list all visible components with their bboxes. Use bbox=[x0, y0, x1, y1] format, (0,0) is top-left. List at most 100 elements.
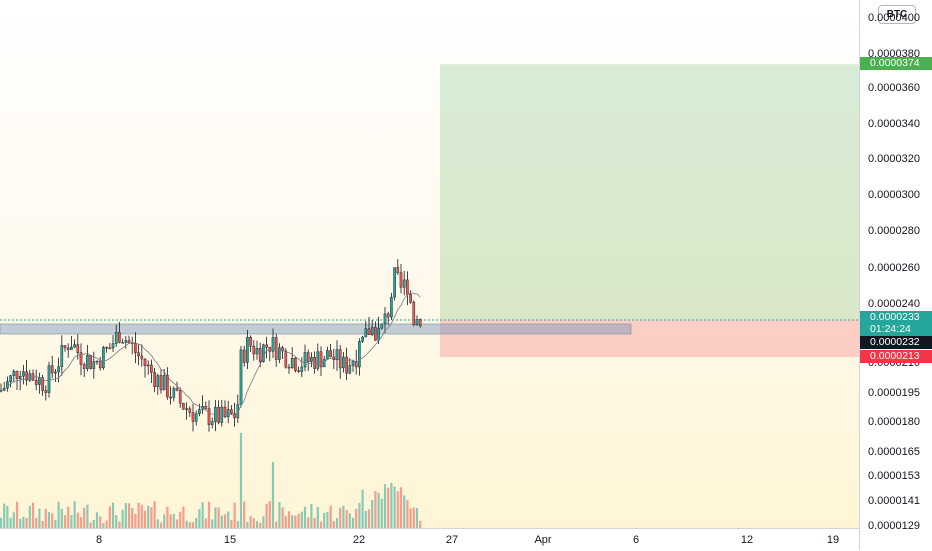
volume-bar bbox=[131, 508, 134, 528]
candle-body bbox=[63, 345, 67, 349]
candle-body bbox=[169, 396, 172, 399]
volume-bar bbox=[115, 515, 118, 528]
candle-body bbox=[44, 390, 48, 393]
candle-body bbox=[262, 344, 265, 362]
volume-bar bbox=[207, 501, 211, 528]
candle-body bbox=[22, 371, 25, 377]
candle-body bbox=[290, 358, 294, 368]
candle-body bbox=[300, 366, 304, 372]
candle-body bbox=[54, 371, 57, 374]
candle-body bbox=[319, 351, 323, 368]
candle-body bbox=[121, 342, 124, 344]
volume-bar bbox=[179, 511, 182, 528]
volume-bar bbox=[223, 514, 227, 528]
volume-bar bbox=[278, 502, 281, 528]
candle-body bbox=[41, 377, 44, 391]
volume-bar bbox=[396, 491, 399, 528]
candle-body bbox=[108, 347, 112, 350]
candle-body bbox=[140, 355, 144, 360]
candle-body bbox=[367, 328, 371, 336]
volume-bar bbox=[316, 506, 319, 528]
candle-body bbox=[9, 375, 12, 382]
candle-body bbox=[306, 352, 310, 362]
candle-body bbox=[18, 376, 22, 379]
volume-bar bbox=[355, 508, 358, 528]
candle-body bbox=[188, 408, 192, 413]
time-tick-label: 22 bbox=[352, 534, 366, 546]
candle-body bbox=[127, 340, 131, 343]
countdown-label: 01:24:24 bbox=[860, 323, 932, 336]
price-axis[interactable]: BTC 0.0000400 0.0000380 0.0000360 0.0000340… bbox=[859, 0, 932, 550]
volume-bar bbox=[188, 522, 191, 528]
volume-bar bbox=[323, 513, 326, 528]
candle-body bbox=[220, 406, 224, 423]
volume-bar bbox=[361, 489, 364, 528]
candle-body bbox=[374, 327, 377, 341]
target-price-label: 0.0000374 bbox=[860, 57, 932, 70]
volume-bar bbox=[76, 512, 79, 528]
candle-body bbox=[281, 347, 284, 352]
volume-bar bbox=[380, 498, 383, 528]
volume-bar bbox=[79, 517, 83, 528]
volume-bar bbox=[111, 502, 115, 528]
price-tick-label: 0.0000195 bbox=[868, 387, 920, 399]
volume-bar bbox=[348, 513, 351, 528]
volume-bar bbox=[89, 522, 92, 528]
candle-body bbox=[370, 327, 374, 336]
time-tick-label: 27 bbox=[445, 534, 459, 546]
candle-body bbox=[92, 361, 96, 369]
volume-bar bbox=[387, 487, 390, 528]
chart-pane[interactable] bbox=[0, 0, 859, 528]
volume-bar bbox=[393, 486, 396, 528]
volume-bar bbox=[35, 517, 38, 528]
candle-body bbox=[354, 361, 358, 368]
price-chart[interactable] bbox=[0, 0, 859, 528]
moving-average-line bbox=[0, 292, 421, 417]
volume-bar bbox=[204, 518, 207, 528]
candle-body bbox=[271, 337, 275, 352]
volume-bar bbox=[86, 504, 89, 528]
volume-bar bbox=[147, 505, 150, 528]
candle-body bbox=[223, 406, 227, 418]
candle-body bbox=[239, 349, 243, 405]
candle-body bbox=[252, 346, 256, 355]
entry-price-label: 0.0000232 bbox=[860, 336, 932, 349]
price-tick-label: 0.0000180 bbox=[868, 416, 920, 428]
volume-bar bbox=[172, 513, 175, 528]
candle-body bbox=[294, 358, 297, 371]
volume-bar bbox=[319, 521, 323, 528]
candle-body bbox=[265, 344, 268, 348]
candle-body bbox=[0, 390, 3, 392]
price-tick-label: 0.0000260 bbox=[868, 262, 920, 274]
volume-bar bbox=[121, 509, 124, 528]
volume-bar bbox=[38, 508, 41, 528]
candle-body bbox=[303, 352, 307, 368]
volume-bar bbox=[201, 502, 204, 528]
candle-body bbox=[25, 371, 28, 381]
candle-body bbox=[258, 348, 262, 362]
time-axis[interactable]: 8 15 22 27 Apr 6 12 19 bbox=[0, 528, 859, 551]
volume-bar bbox=[236, 521, 239, 528]
candle-body bbox=[70, 346, 73, 350]
volume-bar bbox=[271, 462, 275, 528]
candle-body bbox=[284, 350, 288, 368]
candle-body bbox=[191, 412, 195, 422]
candle-body bbox=[143, 358, 147, 366]
candle-body bbox=[329, 350, 332, 358]
candle-body bbox=[118, 332, 121, 343]
volume-bar bbox=[255, 520, 259, 528]
volume-bar bbox=[12, 512, 15, 528]
currency-badge[interactable]: BTC bbox=[878, 5, 916, 24]
candle-body bbox=[297, 370, 300, 372]
volume-bar bbox=[220, 515, 223, 528]
candle-body bbox=[348, 365, 352, 374]
volume-bar bbox=[383, 484, 387, 528]
volume-bar bbox=[364, 511, 367, 528]
volume-bar bbox=[246, 521, 249, 528]
volume-bar bbox=[291, 515, 294, 528]
volume-bar bbox=[262, 516, 265, 528]
volume-bar bbox=[300, 511, 303, 528]
candle-body bbox=[153, 372, 156, 387]
volume-bar bbox=[143, 510, 147, 528]
candle-body bbox=[89, 355, 92, 369]
